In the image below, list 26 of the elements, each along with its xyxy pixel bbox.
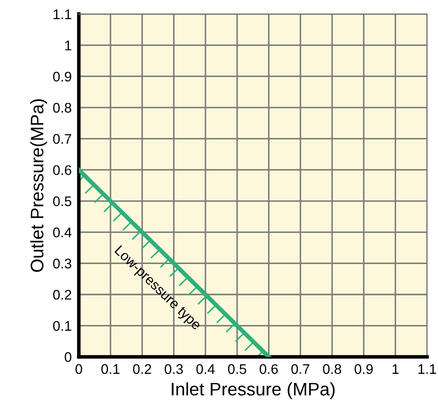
x-tick-label: 0.3 bbox=[164, 364, 183, 374]
x-tick-label: 1.1 bbox=[418, 364, 436, 374]
y-tick-label: 0.8 bbox=[53, 102, 72, 113]
x-axis-title: Inlet Pressure (MPa) bbox=[172, 382, 335, 400]
y-tick-label: 0.9 bbox=[53, 72, 72, 82]
x-tick-label: 0 bbox=[76, 364, 82, 374]
y-tick-label: 0.3 bbox=[53, 258, 72, 269]
y-tick-label: 1.1 bbox=[54, 10, 72, 20]
y-tick-label: 1 bbox=[65, 40, 72, 50]
y-axis-title: Outlet Pressure(MPa) bbox=[30, 99, 48, 272]
y-tick-label: 0.1 bbox=[53, 321, 72, 331]
y-tick-label: 0.2 bbox=[53, 290, 72, 300]
y-tick-label: 0 bbox=[64, 352, 72, 362]
y-tick-label: 0.4 bbox=[53, 228, 72, 238]
x-tick-label: 0.4 bbox=[196, 364, 215, 374]
y-tick-label: 0.5 bbox=[53, 196, 72, 206]
x-tick-label: 0.1 bbox=[101, 364, 120, 374]
x-tick-label: 1 bbox=[392, 364, 399, 374]
x-tick-label: 0.8 bbox=[322, 364, 342, 374]
x-tick-label: 0.7 bbox=[291, 364, 310, 374]
y-tick-label: 0.6 bbox=[53, 165, 72, 176]
x-tick-label: 0.9 bbox=[354, 364, 373, 374]
x-tick-label: 0.2 bbox=[133, 364, 152, 374]
x-tick-label: 0.6 bbox=[260, 364, 278, 374]
y-tick-label: 0.7 bbox=[53, 134, 72, 144]
x-tick-label: 0.5 bbox=[228, 364, 246, 374]
